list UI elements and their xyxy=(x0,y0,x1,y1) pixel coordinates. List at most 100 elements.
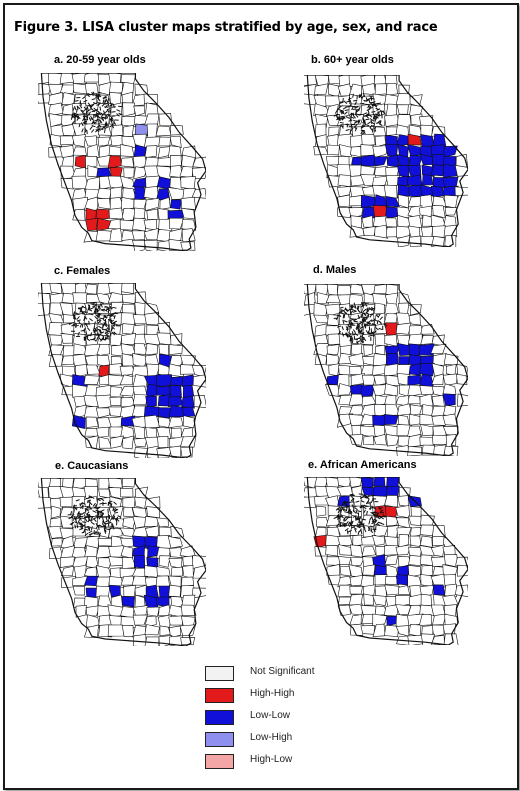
county-polygon xyxy=(419,363,435,377)
legend-label: High-Low xyxy=(250,754,293,765)
county-polygon xyxy=(122,124,134,138)
county-polygon xyxy=(143,136,161,149)
county-polygon xyxy=(384,143,399,157)
county-polygon xyxy=(109,332,123,346)
county-polygon xyxy=(157,322,171,335)
county-polygon xyxy=(385,575,400,586)
county-polygon xyxy=(108,283,124,295)
county-polygon xyxy=(348,414,365,426)
county-polygon xyxy=(49,283,63,295)
county-polygon xyxy=(397,194,410,209)
county-polygon xyxy=(48,354,64,367)
county-polygon xyxy=(122,102,136,117)
county-polygon xyxy=(362,225,377,236)
county-polygon xyxy=(61,92,76,106)
county-polygon xyxy=(326,144,340,156)
county-polygon xyxy=(383,414,399,425)
county-polygon xyxy=(397,495,409,507)
county-polygon xyxy=(84,545,98,559)
county-polygon xyxy=(133,425,145,440)
map-c xyxy=(38,283,206,458)
county-polygon xyxy=(363,344,374,357)
county-polygon xyxy=(396,104,409,115)
county-polygon xyxy=(313,95,329,107)
county-polygon xyxy=(383,184,398,199)
figure-title: Figure 3. LISA cluster maps stratified b… xyxy=(14,20,438,35)
county-polygon xyxy=(419,535,433,548)
county-polygon xyxy=(361,477,374,489)
county-polygon xyxy=(443,445,459,456)
county-polygon xyxy=(384,554,399,566)
atlanta-dense-area xyxy=(70,91,123,135)
county-polygon xyxy=(121,624,134,637)
county-polygon xyxy=(360,625,375,635)
county-polygon xyxy=(431,373,444,385)
county-polygon xyxy=(71,134,86,148)
county-polygon xyxy=(325,515,340,527)
county-polygon xyxy=(407,446,423,456)
legend-label: Not Significant xyxy=(250,666,315,677)
county-polygon xyxy=(350,557,365,567)
county-polygon xyxy=(108,478,123,490)
county-polygon xyxy=(133,555,146,569)
county-polygon xyxy=(181,228,196,243)
county-polygon xyxy=(360,154,375,167)
county-polygon xyxy=(59,527,76,539)
county-polygon xyxy=(336,284,353,296)
county-polygon xyxy=(155,385,171,396)
county-polygon xyxy=(121,293,136,304)
county-polygon xyxy=(372,594,387,606)
county-polygon xyxy=(170,376,185,386)
county-polygon xyxy=(386,477,400,488)
county-polygon xyxy=(72,586,86,596)
county-polygon xyxy=(182,564,194,579)
county-polygon xyxy=(348,603,363,616)
county-polygon xyxy=(373,524,389,538)
county-polygon xyxy=(408,555,423,567)
county-polygon xyxy=(408,313,421,326)
county-polygon xyxy=(121,332,137,346)
county-polygon xyxy=(383,313,398,325)
county-polygon xyxy=(409,155,423,167)
county-polygon xyxy=(134,584,147,598)
county-polygon xyxy=(420,334,434,345)
county-polygon xyxy=(316,516,330,528)
county-polygon xyxy=(144,615,157,628)
county-polygon xyxy=(59,145,75,159)
county-polygon xyxy=(432,613,447,626)
county-polygon xyxy=(430,185,445,198)
county-polygon xyxy=(62,314,76,324)
county-polygon xyxy=(409,535,422,548)
county-polygon xyxy=(339,566,352,577)
county-polygon xyxy=(181,576,194,587)
county-polygon xyxy=(119,374,133,386)
county-polygon xyxy=(121,283,135,294)
county-polygon xyxy=(132,634,147,646)
county-polygon xyxy=(431,414,446,426)
county-polygon xyxy=(120,425,135,439)
county-polygon xyxy=(337,383,353,396)
county-polygon xyxy=(383,363,400,377)
county-polygon xyxy=(131,545,146,557)
county-polygon xyxy=(86,144,100,158)
county-polygon xyxy=(120,575,135,586)
county-polygon xyxy=(442,145,458,158)
county-polygon xyxy=(421,174,434,186)
county-polygon xyxy=(122,435,134,450)
county-polygon xyxy=(442,623,456,635)
county-polygon xyxy=(304,496,317,509)
county-polygon xyxy=(168,557,183,569)
county-polygon xyxy=(419,545,435,557)
county-polygon xyxy=(454,584,468,597)
county-polygon xyxy=(146,606,160,617)
county-polygon xyxy=(326,284,338,296)
county-polygon xyxy=(337,174,352,188)
county-polygon xyxy=(134,186,146,201)
county-polygon xyxy=(419,524,435,537)
county-polygon xyxy=(395,544,412,556)
county-polygon xyxy=(374,302,385,315)
county-polygon xyxy=(38,292,52,305)
county-polygon xyxy=(385,485,400,499)
legend-swatch-high-low xyxy=(205,754,234,769)
county-polygon xyxy=(407,205,423,219)
